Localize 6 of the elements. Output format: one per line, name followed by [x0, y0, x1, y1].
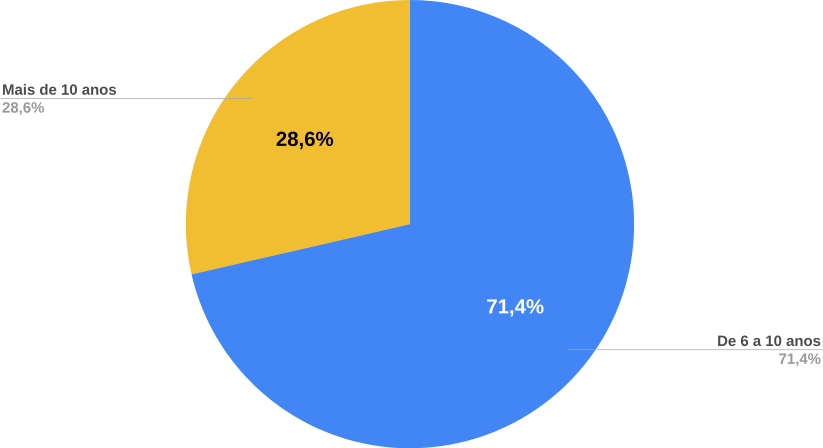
- data-label: 28,6%: [276, 132, 334, 149]
- data-label: 71,4%: [487, 299, 544, 316]
- slice-label: Mais de 10 anos: [3, 84, 116, 95]
- text: 71,4%: [779, 353, 821, 366]
- slice-label: De 6 a 10 anos: [718, 335, 820, 346]
- text: 28,6%: [2, 102, 44, 115]
